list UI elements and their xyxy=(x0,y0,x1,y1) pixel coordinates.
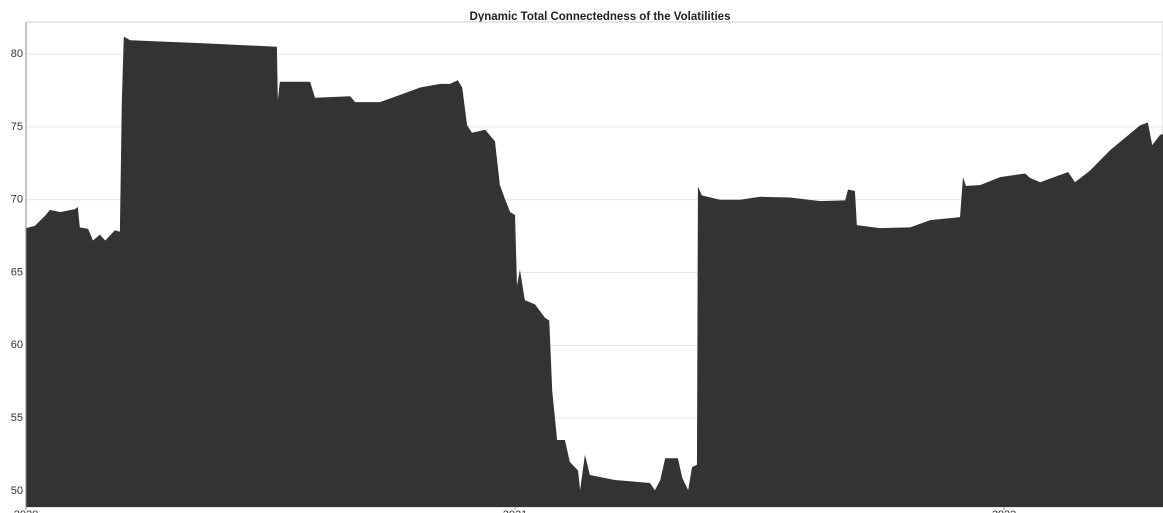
x-tick-label: 2022 xyxy=(992,509,1016,513)
y-tick-label: 55 xyxy=(11,412,23,424)
y-tick-label: 65 xyxy=(11,266,23,278)
chart-title: Dynamic Total Connectedness of the Volat… xyxy=(470,11,731,23)
y-tick-label: 60 xyxy=(11,339,23,351)
x-tick-label: 2020 xyxy=(14,509,38,513)
y-tick-label: 70 xyxy=(11,194,23,206)
y-tick-label: 80 xyxy=(11,48,23,60)
y-tick-label: 75 xyxy=(11,121,23,133)
area xyxy=(26,36,1163,507)
x-tick-label: 2021 xyxy=(503,509,527,513)
y-tick-label: 50 xyxy=(11,485,23,497)
